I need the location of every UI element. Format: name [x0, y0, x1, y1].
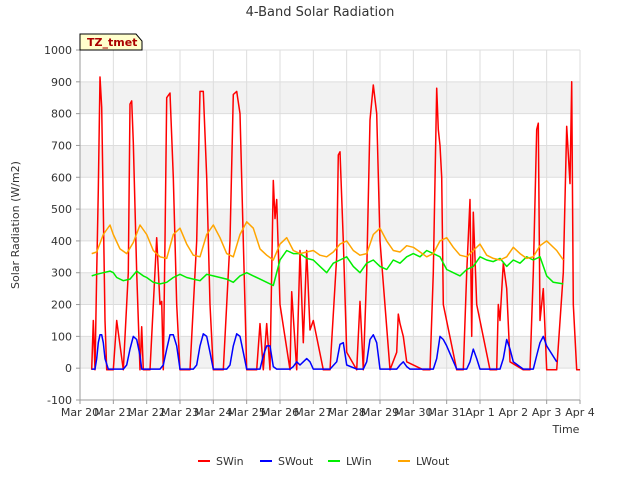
legend-item-lwin: LWin — [328, 455, 372, 468]
plot-band — [80, 209, 580, 241]
chart-title: 4-Band Solar Radiation — [246, 5, 395, 20]
axes: -100 0 100 200 300 400 500 600 700 800 900 1000 Mar … — [44, 44, 595, 419]
legend-label: LWin — [346, 455, 372, 468]
site-label-box — [79, 33, 143, 51]
legend-label: LWout — [416, 455, 450, 468]
series-layer — [90, 76, 580, 371]
y-tick-label: 400 — [51, 235, 72, 248]
x-tick-label: Apr 3 — [532, 406, 562, 419]
legend-label: SWin — [216, 455, 244, 468]
series-line-lwout — [91, 221, 564, 261]
y-tick-label: 700 — [51, 139, 72, 152]
series-line-lwin — [91, 249, 564, 287]
legend-item-swin: SWin — [198, 455, 244, 468]
x-tick-label: Mar 22 — [128, 406, 166, 419]
x-tick-label: Mar 21 — [94, 406, 132, 419]
x-tick-label: Mar 26 — [261, 406, 299, 419]
x-tick-label: Mar 25 — [228, 406, 266, 419]
legend: SWin SWout LWin LWout — [198, 455, 450, 468]
y-tick-label: 200 — [51, 299, 72, 312]
plot-bands — [80, 50, 580, 400]
x-axis-label: Time — [552, 423, 580, 436]
y-tick-label: 500 — [51, 203, 72, 216]
x-tick-label: Mar 31 — [428, 406, 466, 419]
legend-item-lwout: LWout — [398, 455, 450, 468]
x-tick-label: Mar 20 — [61, 406, 99, 419]
y-tick-label: 600 — [51, 171, 72, 184]
y-tick-label: 800 — [51, 108, 72, 121]
x-tick-label: Apr 2 — [499, 406, 529, 419]
y-axis-label: Solar Radiation (W/m2) — [9, 161, 22, 289]
y-tick-label: 300 — [51, 267, 72, 280]
y-tick-label: 100 — [51, 330, 72, 343]
y-tick-label: -100 — [47, 394, 72, 407]
y-tick-label: 1000 — [44, 44, 72, 57]
x-tick-label: Mar 30 — [394, 406, 432, 419]
x-tick-label: Apr 1 — [465, 406, 495, 419]
legend-item-swout: SWout — [260, 455, 314, 468]
series-line-swout — [91, 333, 558, 370]
site-label-badge: TZ_tmet — [79, 33, 143, 51]
x-tick-label: Apr 4 — [565, 406, 595, 419]
x-tick-label: Mar 27 — [294, 406, 332, 419]
y-tick-label: 0 — [65, 362, 72, 375]
plot-band — [80, 145, 580, 178]
site-label: TZ_tmet — [87, 36, 137, 49]
x-tick-label: Mar 29 — [361, 406, 399, 419]
legend-label: SWout — [278, 455, 314, 468]
x-tick-label: Mar 28 — [328, 406, 366, 419]
y-tick-label: 900 — [51, 76, 72, 89]
x-tick-label: Mar 24 — [194, 406, 232, 419]
x-tick-label: Mar 23 — [161, 406, 199, 419]
plot-band — [80, 81, 580, 114]
plot-band — [80, 272, 580, 305]
